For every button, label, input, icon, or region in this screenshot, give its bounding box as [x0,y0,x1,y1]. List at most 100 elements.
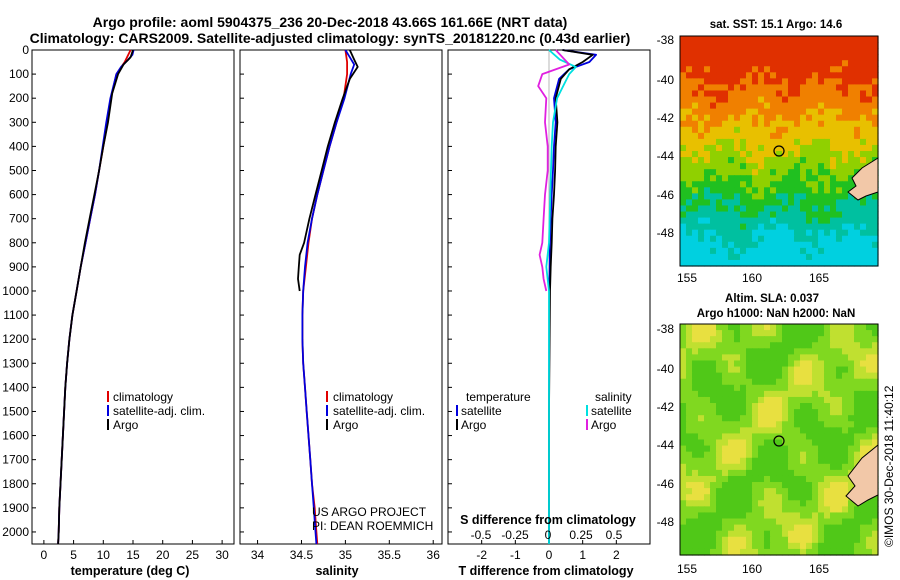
sla-cell [788,396,795,404]
sla-cell [812,396,819,404]
sla-cell [686,396,693,404]
sst-cell [698,102,705,110]
sst-cell [866,211,873,219]
sla-cell [818,433,825,441]
sla-cell [794,548,801,556]
sst-cell [812,211,819,219]
sst-cell [854,217,861,225]
sla-cell [758,378,765,386]
sla-cell [752,354,759,362]
sla-cell [704,457,711,465]
sst-cell [746,42,753,49]
sst-map-xticks: 155 160 165 [677,271,829,285]
sst-cell [770,169,777,176]
sst-cell [680,84,687,92]
sst-cell [872,151,879,158]
sst-cell [830,138,837,146]
sla-cell [752,378,759,386]
sst-cell [722,229,729,237]
sst-cell [704,72,711,79]
sla-cell [680,384,687,392]
sst-cell [872,42,879,49]
sst-cell [848,193,855,201]
sla-cell [716,348,723,355]
series-line-t-argo [548,49,594,544]
sla-cell [746,330,753,337]
sla-cell [710,451,717,459]
sla-cell [698,548,705,556]
sst-cell [740,66,747,73]
sst-cell [698,187,705,194]
sla-cell [722,439,729,447]
sla-cell [746,421,753,428]
sla-cell [758,439,765,447]
sla-cell [734,542,741,550]
legend-climatology: climatology [333,390,393,404]
sla-cell [776,360,783,368]
sla-cell [722,469,729,477]
sst-cell [824,42,831,49]
sla-cell [788,403,795,410]
sla-cell [758,457,765,465]
lat-tick: -42 [657,400,675,414]
sst-cell [704,151,711,158]
sla-cell [806,524,813,532]
sla-cell [758,390,765,398]
sla-cell [692,451,699,459]
sst-cell [722,253,729,261]
sst-cell [818,193,825,201]
sla-cell [728,530,735,538]
sst-cell [692,78,699,86]
sla-cell [800,482,807,489]
sla-cell [812,482,819,489]
sla-cell [746,548,753,556]
sst-cell [848,42,855,49]
sla-cell [872,403,879,410]
sst-cell [818,157,825,164]
sst-cell [698,132,705,140]
sst-cell [758,66,765,73]
sst-cell [836,217,843,225]
sst-cell [764,42,771,49]
sla-cell [860,536,867,544]
sst-cell [776,108,783,116]
sst-cell [848,72,855,79]
sla-cell [710,360,717,368]
sst-cell [788,181,795,188]
sla-cell [746,530,753,538]
sla-cell [716,427,723,435]
sst-cell [734,211,741,219]
sst-cell [788,132,795,140]
sst-cell [806,247,813,255]
sla-cell [740,445,747,453]
sla-cell [758,348,765,355]
sst-cell [860,114,867,122]
sla-cell [752,512,759,520]
sst-cell [698,175,705,182]
sla-cell [710,342,717,349]
sst-cell [704,132,711,140]
sla-cell [782,488,789,495]
sla-cell [782,548,789,556]
sst-cell [758,193,765,201]
sst-cell [686,169,693,176]
t-difference-xticks: -2 -1 0 1 2 [448,49,620,562]
sla-cell [692,542,699,550]
sst-cell [680,163,687,170]
sla-cell [734,451,741,459]
sla-cell [686,348,693,355]
sla-cell [848,457,855,465]
sla-cell [788,354,795,362]
sst-cell [788,175,795,182]
sla-cell [866,348,873,355]
sla-cell [824,348,831,355]
sst-cell [752,42,759,49]
sla-cell [800,324,807,331]
sla-cell [872,518,879,526]
sla-cell [800,475,807,483]
sst-cell [704,108,711,116]
sst-cell [722,126,729,134]
sla-cell [788,433,795,441]
difference-series [537,49,597,544]
project-note: US ARGO PROJECT [312,505,427,519]
